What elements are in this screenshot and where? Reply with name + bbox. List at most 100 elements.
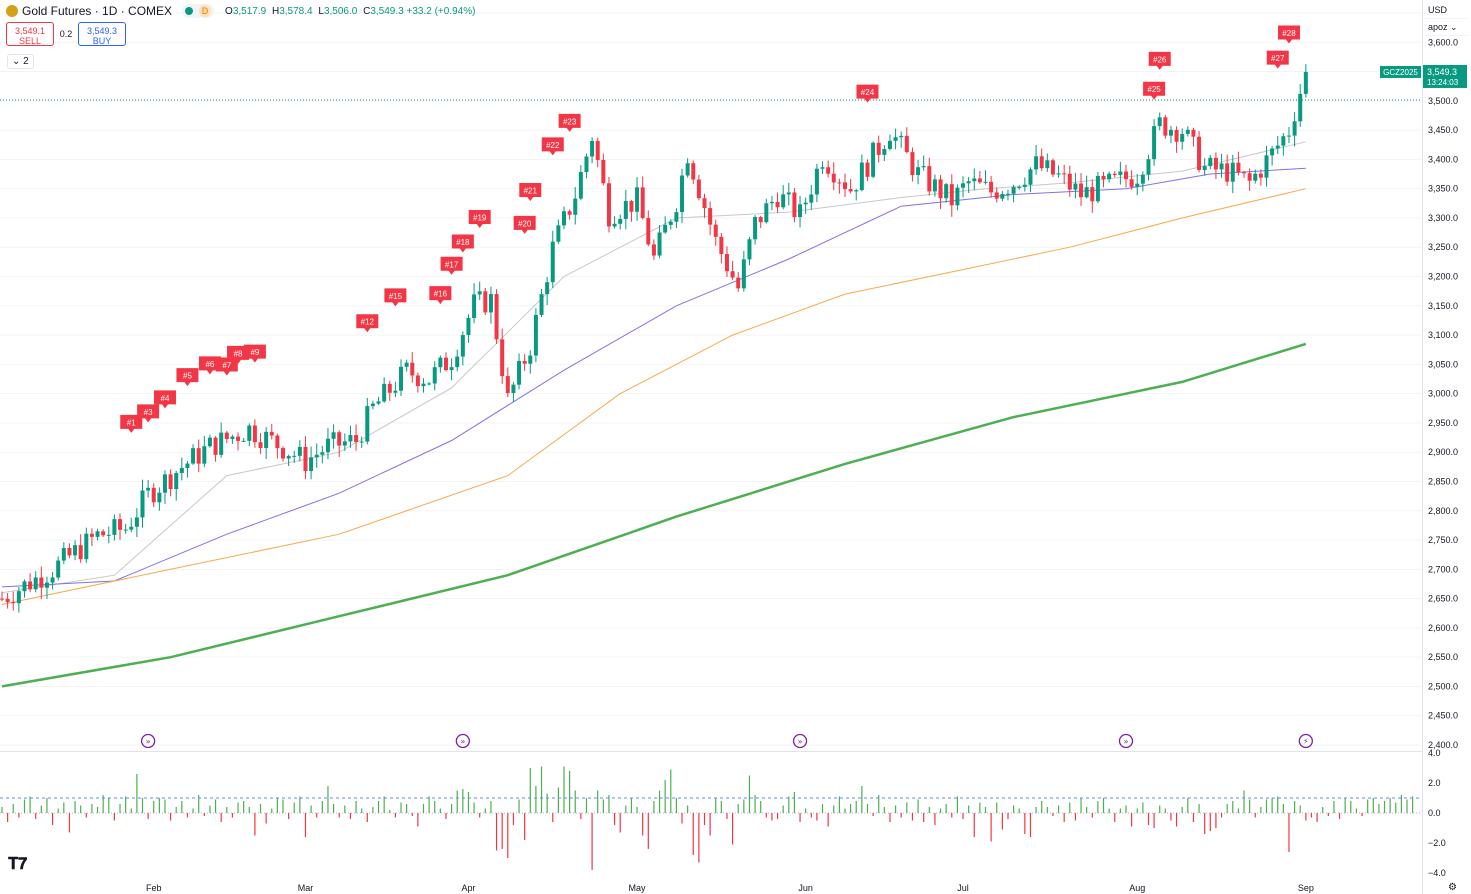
trade-marker <box>356 314 379 333</box>
currency-select[interactable]: USD <box>1425 2 1469 19</box>
trade-marker-label: #23 <box>563 117 577 126</box>
settings-icon[interactable]: ⚙ <box>1448 882 1457 893</box>
trade-marker-label: #9 <box>250 348 259 357</box>
candle-body <box>1292 121 1297 136</box>
candle-body <box>1073 183 1078 190</box>
candle-body <box>472 294 477 319</box>
candle-body <box>635 187 640 212</box>
event-icon <box>792 733 808 749</box>
candle-body <box>736 277 741 289</box>
high-value: 3,578.4 <box>279 5 313 17</box>
candle-body <box>921 166 926 168</box>
candle-body <box>590 141 595 157</box>
candle-body <box>438 357 443 368</box>
candle-body <box>533 314 538 356</box>
price-gridlines <box>0 12 1422 746</box>
candle-body <box>1124 171 1128 180</box>
candle-body <box>1219 163 1224 170</box>
unit-select[interactable]: apoz ⌄ <box>1425 19 1469 36</box>
candle-body <box>213 437 218 455</box>
trade-marker-label: #17 <box>445 260 459 269</box>
time-tick-label: Jul <box>957 883 969 893</box>
candle-body <box>44 582 49 588</box>
price-tick-label: 3,150.0 <box>1428 301 1458 311</box>
candle-body <box>342 441 347 446</box>
candle-body <box>275 435 280 449</box>
price-tick-label: 3,250.0 <box>1428 242 1458 252</box>
candle-body <box>258 442 263 448</box>
buy-button[interactable]: 3,549.3 BUY <box>78 22 126 46</box>
trade-marker-label: #18 <box>456 238 470 247</box>
tradingview-logo-icon[interactable]: 𝐓𝟕 <box>8 856 28 873</box>
price-tick-label: 2,750.0 <box>1428 535 1458 545</box>
price-tick-label: 3,000.0 <box>1428 389 1458 399</box>
candle-body <box>410 362 415 376</box>
candle-body <box>421 383 426 387</box>
candle-body <box>556 225 561 242</box>
candle-body <box>612 223 617 227</box>
trade-marker <box>120 414 143 433</box>
candle-body <box>584 156 589 173</box>
time-tick-label: Feb <box>146 883 162 893</box>
status-pill[interactable]: D <box>182 4 215 18</box>
candle-body <box>758 217 763 223</box>
candle-body <box>359 441 364 443</box>
trade-marker-label: #19 <box>473 213 487 222</box>
candle-body <box>505 376 510 394</box>
price-tick-label: 2,900.0 <box>1428 447 1458 457</box>
candle-body <box>668 221 673 225</box>
candle-body <box>837 182 842 184</box>
candle-body <box>517 360 522 385</box>
candle-body <box>680 175 685 213</box>
candle-body <box>269 431 274 436</box>
candle-body <box>202 446 207 464</box>
candle-body <box>348 435 353 442</box>
candle-body <box>432 367 437 384</box>
candle-body <box>0 598 4 600</box>
candle-body <box>646 218 651 245</box>
candle-body <box>1180 133 1185 142</box>
time-tick-label: Apr <box>461 883 475 893</box>
candle-body <box>157 492 162 503</box>
candle-body <box>393 390 398 393</box>
candle-body <box>966 181 971 184</box>
candle-body <box>78 545 83 560</box>
candle-body <box>1140 174 1145 184</box>
event-icon-glyph: » <box>1124 737 1129 746</box>
price-tick-label: 2,850.0 <box>1428 476 1458 486</box>
event-icon-glyph: » <box>146 737 151 746</box>
candle-body <box>1185 129 1190 134</box>
candle-body <box>427 383 432 385</box>
chevron-down-icon: ⌄ <box>12 56 21 67</box>
indicators-count: 2 <box>23 56 29 67</box>
candle-body <box>1034 156 1039 170</box>
candle-body <box>230 436 235 439</box>
symbol-tag <box>1380 65 1421 78</box>
candle-body <box>702 198 707 209</box>
candle-body <box>539 294 544 315</box>
candle-body <box>162 474 167 493</box>
symbol-title[interactable]: Gold Futures · 1D · COMEX <box>22 4 173 18</box>
sell-button[interactable]: 3,549.1 SELL <box>6 22 54 46</box>
indicators-toggle-button[interactable]: ⌄ 2 <box>7 54 34 69</box>
event-icon <box>140 733 156 749</box>
candle-body <box>944 184 949 199</box>
trade-marker-label: #27 <box>1271 54 1285 63</box>
candle-body <box>871 142 876 177</box>
sell-price: 3,549.1 <box>14 26 46 36</box>
candle-body <box>994 192 999 199</box>
candle-body <box>134 517 139 527</box>
candle-body <box>629 201 634 212</box>
last-price-tags: GCZ2025 3,549.313:24:03 <box>1380 64 1467 88</box>
candle-body <box>1247 173 1252 181</box>
trade-marker-label: #12 <box>361 318 375 327</box>
candle-body <box>174 472 179 490</box>
trade-marker <box>440 256 463 275</box>
candle-body <box>814 168 819 195</box>
candle-body <box>916 167 921 176</box>
candle-body <box>500 339 505 377</box>
candle-body <box>595 141 600 160</box>
candle-body <box>252 425 257 443</box>
low-key: L <box>318 5 324 17</box>
